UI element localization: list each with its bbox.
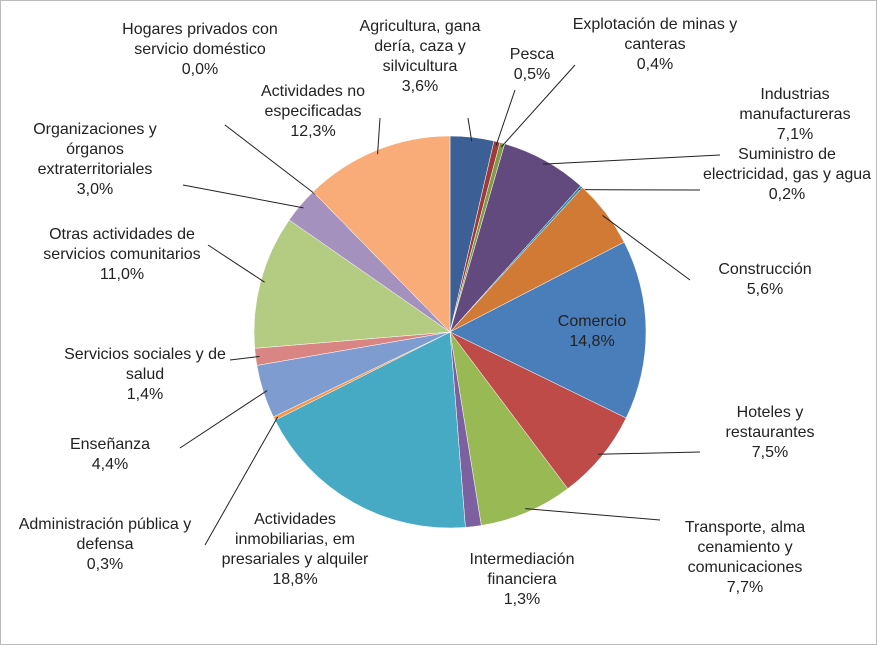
data-label: Agricultura, gana dería, caza y silvicul… [350, 17, 490, 97]
leader-line [598, 451, 701, 455]
data-label: Suministro de electricidad, gas y agua 0,… [700, 145, 875, 205]
category-label: Explotación de minas y canteras [572, 16, 738, 53]
value-label: 7,1% [776, 126, 814, 143]
pie-slice [253, 219, 451, 349]
data-label: Construcción 5,6% [695, 260, 835, 300]
leader-line [467, 117, 473, 142]
data-label: Hoteles y restaurantes 7,5% [695, 403, 845, 463]
data-label: Hogares privados con servicio doméstico 0… [118, 20, 283, 80]
data-label: Otras actividades de servicios comunitar… [35, 225, 210, 285]
data-label: Actividades no especificadas 12,3% [248, 82, 378, 142]
leader-line [224, 124, 317, 196]
value-label: 11,0% [99, 266, 145, 283]
category-label: Comercio [557, 313, 627, 330]
leader-line [207, 244, 265, 283]
value-label: 3,6% [401, 78, 439, 95]
data-label: Enseñanza 4,4% [35, 435, 185, 475]
category-label: Construcción [718, 261, 812, 278]
category-label: Suministro de electricidad, gas y agua [702, 146, 872, 183]
category-label: Administración pública y defensa [18, 516, 192, 553]
value-label: 12,3% [290, 123, 336, 140]
category-label: Enseñanza [69, 436, 151, 453]
data-label: Actividades inmobiliarias, em presariale… [208, 510, 383, 590]
data-label: Servicios sociales y de salud 1,4% [55, 345, 235, 405]
value-label: 3,0% [76, 181, 114, 198]
data-label: Intermediación financiera 1,3% [447, 550, 597, 610]
leader-line [500, 64, 576, 148]
data-label: Organizaciones y órganos extraterritoria… [8, 120, 183, 200]
category-label: Transporte, alma cenamiento y comunicaci… [684, 519, 806, 576]
leader-line [377, 117, 381, 155]
data-label: Industrias manufactureras 7,1% [725, 85, 865, 145]
category-label: Intermediación financiera [469, 551, 575, 588]
leader-line [543, 154, 721, 165]
category-label: Servicios sociales y de salud [64, 346, 226, 383]
data-label: Comercio 14,8% [532, 312, 652, 352]
data-label: Explotación de minas y canteras 0,4% [568, 15, 743, 75]
category-label: Hoteles y restaurantes [725, 404, 815, 441]
value-label: 7,7% [726, 579, 764, 596]
category-label: Organizaciones y órganos extraterritoria… [33, 121, 157, 178]
category-label: Actividades no especificadas [260, 83, 366, 120]
category-label: Pesca [509, 46, 555, 63]
data-label: Transporte, alma cenamiento y comunicaci… [658, 518, 833, 598]
leader-line [602, 215, 691, 281]
value-label: 0,3% [86, 556, 124, 573]
value-label: 1,3% [503, 591, 541, 608]
leader-line [179, 390, 268, 449]
data-label: Pesca 0,5% [502, 45, 562, 85]
leader-line [204, 416, 279, 546]
pie-slice [274, 331, 466, 529]
value-label: 4,4% [91, 456, 129, 473]
category-label: Agricultura, gana dería, caza y silvicul… [359, 18, 481, 75]
category-label: Hogares privados con servicio doméstico [122, 21, 278, 58]
value-label: 0,4% [636, 56, 674, 73]
value-label: 7,5% [751, 444, 789, 461]
value-label: 0,2% [768, 186, 806, 203]
leader-line [229, 355, 260, 361]
value-label: 5,6% [746, 281, 784, 298]
value-label: 0,0% [181, 61, 219, 78]
pie-slice [312, 135, 451, 333]
value-label: 18,8% [272, 571, 318, 588]
value-label: 14,8% [569, 333, 615, 350]
pie-slice [449, 331, 569, 526]
leader-line [495, 89, 516, 146]
value-label: 0,5% [513, 66, 551, 83]
leader-line [525, 508, 661, 521]
category-label: Otras actividades de servicios comunitar… [43, 226, 201, 263]
category-label: Actividades inmobiliarias, em presariale… [221, 511, 369, 568]
leader-line [182, 184, 304, 209]
data-label: Administración pública y defensa 0,3% [5, 515, 205, 575]
category-label: Industrias manufactureras [739, 86, 851, 123]
pie-slice [449, 241, 647, 419]
value-label: 1,4% [126, 386, 164, 403]
